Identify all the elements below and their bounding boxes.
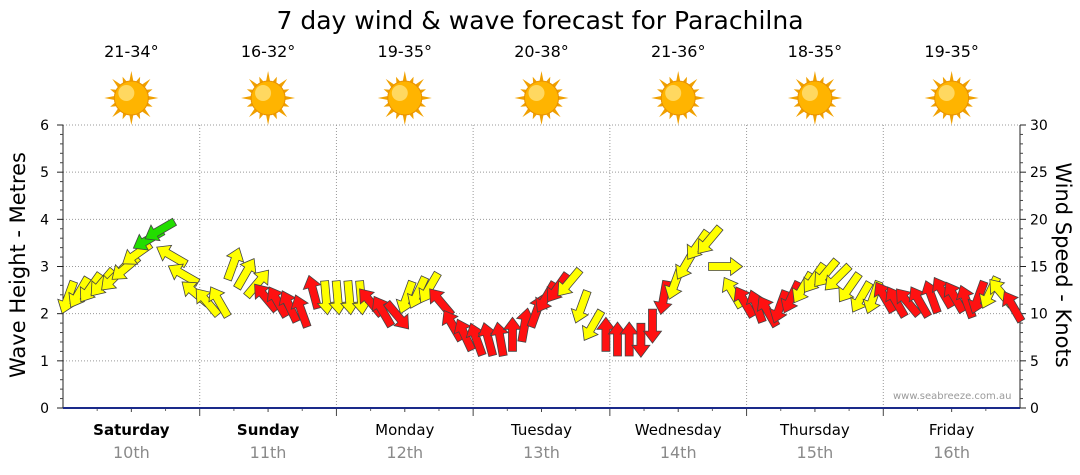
wind-arrow [619, 321, 640, 357]
y-tick-label-left: 2 [40, 307, 49, 323]
wind-arrow [489, 321, 510, 357]
day-date: 15th [796, 443, 834, 462]
day-temperature: 18-35° [787, 42, 843, 61]
sun-icon [104, 71, 159, 125]
wind-arrow [581, 308, 606, 341]
wind-arrow [769, 289, 790, 324]
sun-icon [787, 71, 842, 125]
wind-arrow [167, 263, 201, 287]
day-label: Friday [928, 421, 975, 439]
y-tick-label-right: 30 [1030, 118, 1048, 134]
wind-arrow [557, 266, 584, 297]
wind-arrow [697, 224, 724, 255]
sun-icon [241, 71, 296, 125]
wind-arrow [290, 294, 312, 329]
sun-icon [651, 71, 706, 125]
chart-title: 7 day wind & wave forecast for Parachiln… [276, 6, 804, 35]
y-tick-label-left: 3 [40, 260, 49, 276]
day-label: Thursday [780, 421, 850, 439]
wind-arrow [302, 274, 323, 310]
wind-arrow [780, 279, 803, 314]
day-date: 16th [933, 443, 971, 462]
sun-icon [514, 71, 569, 125]
day-temperature: 19-35° [377, 42, 433, 61]
sun-icon [924, 71, 979, 125]
wind-arrow [156, 244, 189, 269]
y-tick-label-left: 0 [40, 401, 49, 417]
wind-arrow [254, 283, 281, 314]
wind-arrow [838, 271, 863, 303]
y-tick-label-left: 4 [40, 212, 49, 228]
day-date: 11th [249, 443, 287, 462]
wind-arrow [441, 309, 466, 343]
wind-arrow [1002, 291, 1026, 324]
day-date: 14th [659, 443, 697, 462]
day-label: Tuesday [510, 421, 573, 439]
day-date: 12th [386, 443, 424, 462]
wind-arrow [144, 217, 178, 242]
y-tick-label-right: 10 [1030, 307, 1048, 323]
wind-arrow [708, 256, 744, 277]
day-temperature: 21-34° [104, 42, 159, 61]
wind-arrow [642, 308, 663, 344]
wind-arrow [570, 289, 592, 324]
day-label: Saturday [93, 421, 170, 439]
wind-arrow [943, 281, 968, 315]
y-tick-label-left: 6 [40, 118, 49, 134]
day-temperature: 16-32° [240, 42, 296, 61]
day-temperature: 21-36° [650, 42, 706, 61]
y-tick-label-left: 5 [40, 165, 49, 181]
wind-arrow [631, 322, 651, 358]
day-date: 13th [523, 443, 560, 462]
y-tick-label-right: 15 [1030, 260, 1048, 276]
y-tick-label-right: 5 [1030, 354, 1039, 370]
y-tick-label-left: 1 [40, 354, 49, 370]
y-tick-label-right: 20 [1030, 212, 1048, 228]
day-label: Sunday [236, 421, 300, 439]
day-label: Wednesday [634, 421, 722, 439]
sun-icon [377, 71, 432, 125]
day-date: 10th [112, 443, 150, 462]
wind-arrow [223, 247, 245, 282]
wind-arrow [383, 299, 410, 330]
day-temperature: 19-35° [924, 42, 979, 61]
day-label: Monday [375, 421, 435, 439]
wind-arrow [208, 286, 232, 319]
y-tick-label-right: 0 [1030, 401, 1039, 417]
y-tick-label-right: 25 [1030, 165, 1048, 181]
day-temperature: 20-38° [514, 42, 569, 61]
wind-arrow [733, 286, 757, 319]
watermark: www.seabreeze.com.au [893, 391, 1012, 402]
